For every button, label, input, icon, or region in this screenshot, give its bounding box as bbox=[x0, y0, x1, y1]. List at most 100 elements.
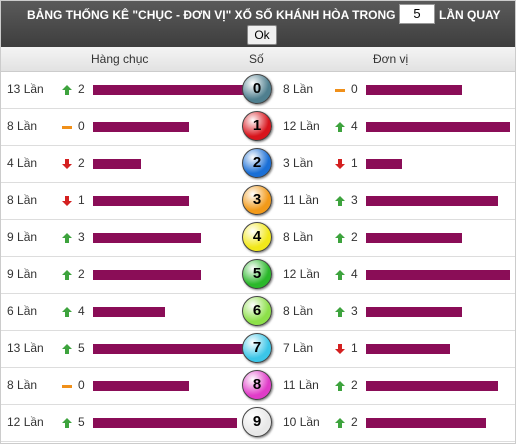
trend-up bbox=[62, 85, 72, 95]
column-header: Hàng chục Số Đơn vị bbox=[1, 47, 515, 72]
change: 2 bbox=[351, 378, 358, 392]
trend-down bbox=[335, 344, 345, 354]
count-value: 4 bbox=[7, 156, 14, 170]
count-unit: Lần bbox=[293, 304, 314, 318]
count-bar bbox=[93, 159, 141, 169]
trend-up bbox=[62, 418, 72, 428]
change: 2 bbox=[351, 415, 358, 429]
count-bar bbox=[366, 381, 498, 391]
count: 8 Lần bbox=[283, 304, 313, 318]
count-bar bbox=[366, 85, 462, 95]
change: 1 bbox=[78, 193, 85, 207]
change: 0 bbox=[351, 82, 358, 96]
count-bar bbox=[93, 122, 189, 132]
stat-row: 6 Lần 4 6 8 Lần 3 bbox=[1, 293, 515, 331]
change: 4 bbox=[351, 267, 358, 281]
stat-row: 13 Lần 5 7 7 Lần 1 bbox=[1, 330, 515, 368]
count-bar bbox=[366, 233, 462, 243]
count-value: 12 bbox=[7, 415, 21, 429]
change: 1 bbox=[351, 341, 358, 355]
change: 2 bbox=[78, 267, 85, 281]
count-value: 13 bbox=[7, 341, 21, 355]
count-unit: Lần bbox=[17, 230, 38, 244]
digit-ball: 9 bbox=[242, 407, 272, 437]
count-unit: Lần bbox=[23, 82, 44, 96]
count-unit: Lần bbox=[23, 341, 44, 355]
count-bar bbox=[93, 307, 165, 317]
count-unit: Lần bbox=[17, 156, 38, 170]
change: 0 bbox=[78, 378, 85, 392]
change: 2 bbox=[351, 230, 358, 244]
count-bar bbox=[93, 196, 189, 206]
digit-ball: 1 bbox=[242, 111, 272, 141]
trend-flat bbox=[62, 385, 72, 388]
trend-up bbox=[335, 122, 345, 132]
trend-up bbox=[62, 344, 72, 354]
stat-row: 9 Lần 2 5 12 Lần 4 bbox=[1, 256, 515, 294]
title: BẢNG THỐNG KÊ "CHỤC - ĐƠN VỊ" XỔ SỐ KHÁN… bbox=[27, 8, 396, 22]
title-suffix: LẦN QUAY bbox=[439, 8, 501, 22]
ok-button[interactable]: Ok bbox=[247, 25, 277, 45]
turns-input[interactable]: 5 bbox=[399, 4, 435, 24]
stat-row: 13 Lần 2 0 8 Lần 0 bbox=[1, 71, 515, 109]
count: 11 Lần bbox=[283, 193, 319, 207]
count: 9 Lần bbox=[7, 267, 37, 281]
count-bar bbox=[366, 270, 510, 280]
count-unit: Lần bbox=[17, 193, 38, 207]
digit-ball: 7 bbox=[242, 333, 272, 363]
change: 4 bbox=[351, 119, 358, 133]
count-value: 11 bbox=[283, 193, 296, 207]
count: 12 Lần bbox=[283, 119, 320, 133]
count-unit: Lần bbox=[298, 378, 319, 392]
count-unit: Lần bbox=[23, 415, 44, 429]
digit-ball: 6 bbox=[242, 296, 272, 326]
middle-header: Số bbox=[249, 52, 264, 66]
count-value: 8 bbox=[7, 378, 14, 392]
trend-down bbox=[62, 196, 72, 206]
trend-up bbox=[62, 270, 72, 280]
count-unit: Lần bbox=[293, 230, 314, 244]
count-bar bbox=[366, 307, 462, 317]
change: 2 bbox=[78, 156, 85, 170]
count: 8 Lần bbox=[7, 119, 37, 133]
stat-row: 8 Lần 0 8 11 Lần 2 bbox=[1, 367, 515, 405]
change: 1 bbox=[351, 156, 358, 170]
count-unit: Lần bbox=[299, 415, 320, 429]
trend-flat bbox=[62, 126, 72, 129]
count-value: 6 bbox=[7, 304, 14, 318]
stat-row: 8 Lần 0 1 12 Lần 4 bbox=[1, 108, 515, 146]
count: 7 Lần bbox=[283, 341, 313, 355]
count-value: 11 bbox=[283, 378, 296, 392]
count-unit: Lần bbox=[17, 119, 38, 133]
count: 12 Lần bbox=[283, 267, 320, 281]
count-bar bbox=[93, 233, 201, 243]
count-value: 9 bbox=[7, 230, 14, 244]
count-bar bbox=[93, 418, 237, 428]
count-value: 8 bbox=[7, 193, 14, 207]
change: 5 bbox=[78, 341, 85, 355]
change: 2 bbox=[78, 82, 85, 96]
count-value: 9 bbox=[7, 267, 14, 281]
count: 10 Lần bbox=[283, 415, 320, 429]
change: 5 bbox=[78, 415, 85, 429]
count-value: 13 bbox=[7, 82, 21, 96]
count-bar bbox=[93, 85, 249, 95]
count-value: 12 bbox=[283, 267, 297, 281]
count-unit: Lần bbox=[17, 304, 38, 318]
count-unit: Lần bbox=[293, 82, 314, 96]
count: 8 Lần bbox=[7, 378, 37, 392]
count: 4 Lần bbox=[7, 156, 37, 170]
change: 3 bbox=[78, 230, 85, 244]
count-unit: Lần bbox=[293, 341, 314, 355]
count-unit: Lần bbox=[17, 378, 38, 392]
count-bar bbox=[366, 196, 498, 206]
count: 11 Lần bbox=[283, 378, 319, 392]
count-bar bbox=[366, 418, 486, 428]
change: 3 bbox=[351, 304, 358, 318]
trend-up bbox=[335, 307, 345, 317]
count-value: 8 bbox=[283, 304, 290, 318]
count: 13 Lần bbox=[7, 341, 44, 355]
trend-up bbox=[335, 381, 345, 391]
count-bar bbox=[366, 344, 450, 354]
header-bar: BẢNG THỐNG KÊ "CHỤC - ĐƠN VỊ" XỔ SỐ KHÁN… bbox=[1, 1, 515, 47]
